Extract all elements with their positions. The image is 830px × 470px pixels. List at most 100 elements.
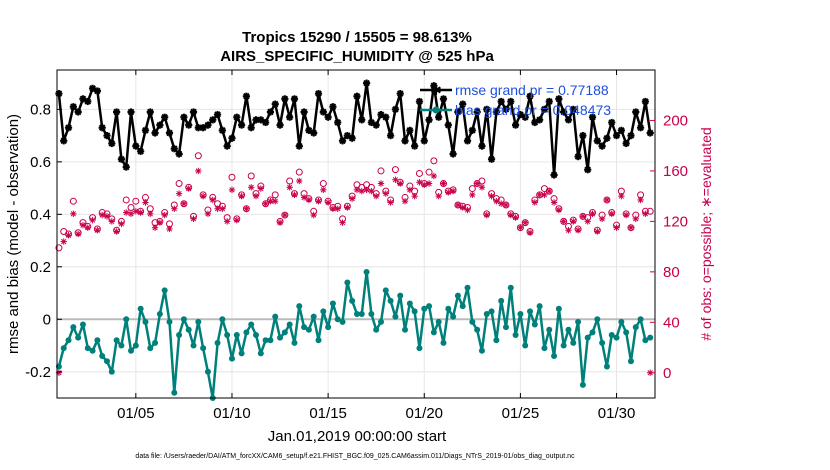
obs-evaluated-point <box>570 218 577 225</box>
obs-evaluated-point <box>401 198 409 205</box>
bias-point <box>94 337 101 344</box>
rmse-point-stroke <box>618 127 625 134</box>
rmse-point <box>401 137 409 145</box>
rmse-point <box>170 145 178 153</box>
obs-evaluated-point <box>257 185 265 192</box>
rmse-point <box>286 113 294 121</box>
obs-possible-point <box>175 180 183 188</box>
rmse-point-stroke <box>396 90 404 97</box>
bias-point <box>450 313 457 320</box>
obs-evaluated-point <box>348 195 356 202</box>
x-tick-label: 01/10 <box>213 405 251 422</box>
bias-point <box>642 337 649 344</box>
obs-evaluated-stroke <box>594 228 600 235</box>
obs-evaluated-point <box>65 232 72 239</box>
obs-evaluated-stroke <box>445 189 451 196</box>
obs-evaluated-stroke <box>229 187 235 193</box>
obs-evaluated-stroke <box>99 212 105 218</box>
rmse-point <box>233 113 241 121</box>
legend: ✱ rmse grand pr = 0.77188 bias grand pr … <box>420 82 611 118</box>
bias-point <box>435 318 442 325</box>
rmse-point-stroke <box>329 103 337 111</box>
obs-evaluated-point <box>161 211 168 219</box>
bias-point <box>329 300 336 307</box>
rmse-point-stroke <box>637 124 644 132</box>
rmse-point <box>358 116 366 124</box>
obs-evaluated-stroke <box>277 219 283 226</box>
rmse-point <box>122 163 130 171</box>
obs-evaluated-stroke <box>176 190 182 197</box>
obs-evaluated-point <box>262 200 269 207</box>
rmse-point <box>536 116 544 124</box>
obs-evaluated-stroke <box>556 207 562 213</box>
obs-evaluated-stroke <box>61 238 67 245</box>
legend-bias-marker <box>432 106 440 114</box>
obs-evaluated-stroke <box>157 219 163 226</box>
bias-point <box>214 339 221 346</box>
bias-point <box>584 334 591 341</box>
bias-point <box>257 350 264 357</box>
obs-evaluated-stroke <box>512 214 519 221</box>
rmse-point <box>69 103 77 111</box>
obs-evaluated-point <box>541 191 548 199</box>
bias-point <box>459 303 466 310</box>
rmse-point <box>540 105 549 113</box>
x-tick-label: 01/25 <box>502 405 540 422</box>
obs-evaluated-point <box>363 186 370 194</box>
obs-evaluated-point <box>392 176 399 183</box>
ticks: 01/05 01/10 01/15 01/20 01/25 01/30 -0.2 0 0.2 0.… <box>25 70 688 422</box>
bias-point <box>498 297 505 304</box>
obs-evaluated-stroke <box>186 185 192 192</box>
rmse-point-stroke <box>271 100 279 108</box>
bias-point <box>392 313 399 320</box>
rmse-point-stroke <box>589 113 596 121</box>
bias-point <box>522 342 529 349</box>
obs-evaluated-stroke <box>128 211 134 217</box>
rmse-point <box>271 100 279 108</box>
bias-point <box>632 324 639 331</box>
obs-evaluated-point <box>175 190 183 197</box>
obs-evaluated-point <box>526 229 534 236</box>
rmse-point <box>64 124 73 132</box>
rmse-point-stroke <box>238 121 245 129</box>
bias-point <box>286 321 293 328</box>
bias-point <box>454 292 461 299</box>
x-axis-label: Jan.01,2019 00:00:00 start <box>268 428 447 445</box>
obs-evaluated-stroke <box>527 230 533 236</box>
bias-point <box>70 324 77 331</box>
rmse-point <box>262 118 270 127</box>
rmse-point-stroke <box>137 148 144 155</box>
rmse-point <box>593 137 601 145</box>
bias-point <box>464 284 471 291</box>
obs-evaluated-point <box>248 184 255 191</box>
rmse-point <box>627 132 635 140</box>
bias-point <box>190 342 197 349</box>
obs-evaluated-point <box>411 192 418 200</box>
obs-evaluated-point <box>151 224 159 231</box>
obs-evaluated-point <box>108 218 116 225</box>
rmse-point-stroke <box>170 145 178 153</box>
bias-point <box>426 303 433 310</box>
obs-evaluated-stroke <box>109 218 115 225</box>
rmse-point <box>492 108 500 116</box>
bias-point <box>301 324 308 331</box>
bias-point <box>137 305 144 312</box>
rmse-point <box>511 121 520 129</box>
rmse-point-stroke <box>550 171 558 179</box>
obs-evaluated-point <box>430 172 438 180</box>
obs-evaluated-point <box>507 211 514 219</box>
y2-axis-label: # of obs: o=possible; ∗=evaluated <box>698 127 714 340</box>
rmse-point-stroke <box>315 90 322 97</box>
obs-evaluated-point <box>627 224 635 231</box>
obs-evaluated-point <box>147 210 154 218</box>
bias-point <box>267 337 274 344</box>
rmse-point-stroke <box>449 150 457 158</box>
obs-evaluated-point <box>185 185 192 192</box>
obs-evaluated-stroke <box>474 180 480 187</box>
obs-evaluated-stroke <box>541 192 548 198</box>
rmse-point-stroke <box>146 108 154 116</box>
y-tick-label: 0.8 <box>30 101 51 118</box>
bias-point <box>349 297 356 304</box>
obs-evaluated-point <box>137 209 144 216</box>
